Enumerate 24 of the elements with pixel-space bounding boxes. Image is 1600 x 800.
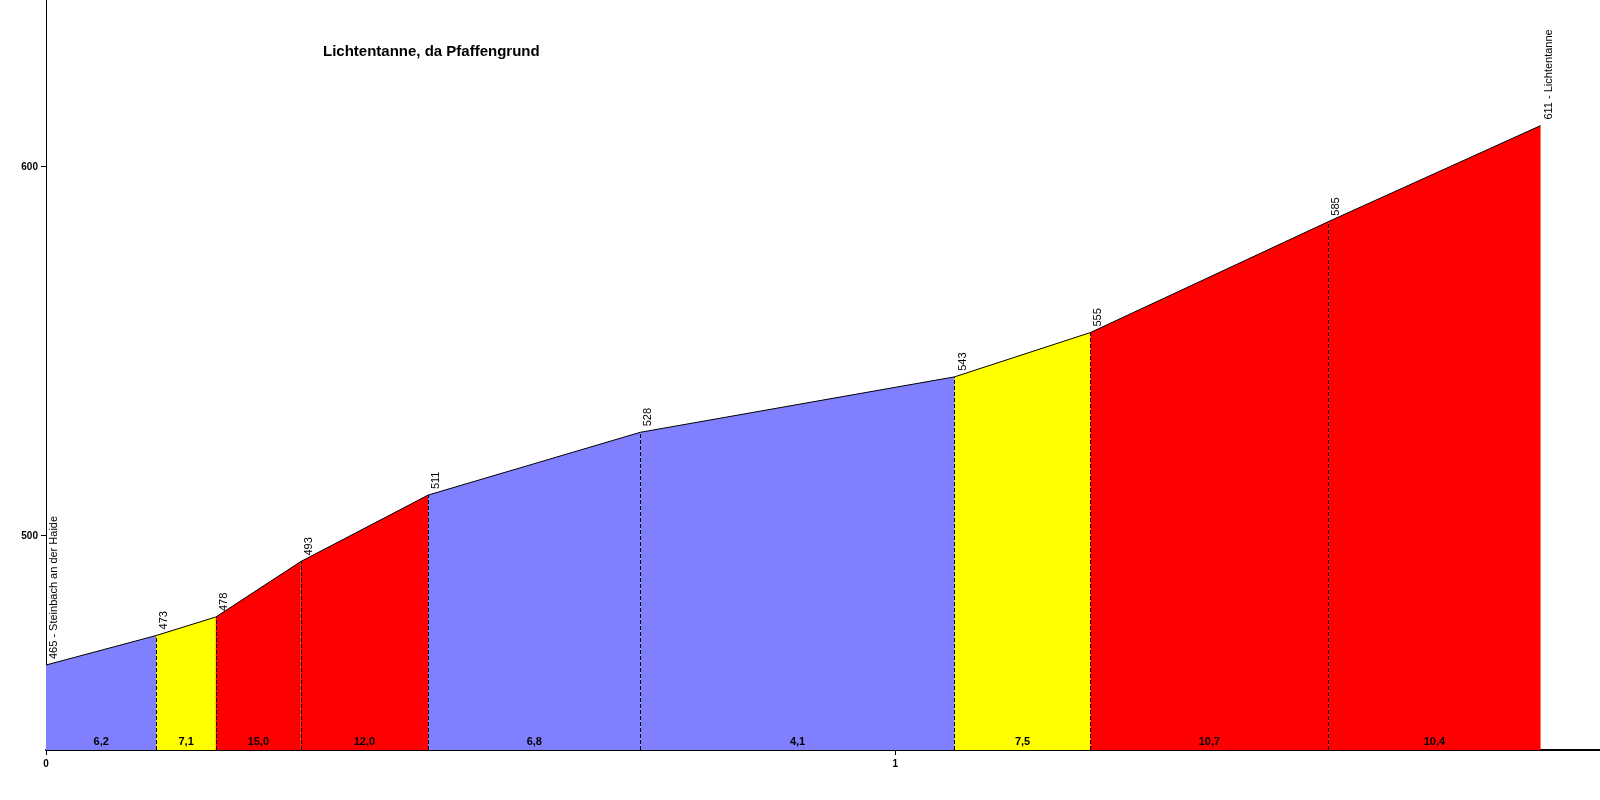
data-label: 555 bbox=[1091, 308, 1104, 327]
annotation: 7,5 bbox=[1014, 735, 1031, 747]
y-tick-label: 600 bbox=[21, 160, 39, 172]
annotation: 7,1 bbox=[178, 735, 194, 747]
annotation: 10,4 bbox=[1423, 735, 1446, 747]
text: Lichtentanne, da Pfaffengrund bbox=[323, 42, 540, 59]
data-label: 473 bbox=[157, 611, 170, 630]
data-label: 585 bbox=[1329, 197, 1342, 216]
annotation: 4,1 bbox=[789, 735, 806, 747]
x-tick-label: 0 bbox=[43, 757, 50, 769]
annotation: 10,7 bbox=[1198, 735, 1221, 747]
annotation: 15,0 bbox=[247, 735, 270, 747]
data-label: 478 bbox=[216, 592, 229, 611]
data-label: 543 bbox=[955, 352, 968, 371]
data-label: 465 - Steinbach an der Haide bbox=[47, 515, 59, 660]
data-label: 511 bbox=[429, 471, 442, 490]
annotation: 6,2 bbox=[93, 735, 109, 747]
data-label: 493 bbox=[301, 537, 314, 556]
annotation: 6,8 bbox=[526, 735, 542, 747]
x-tick-label: 1 bbox=[892, 757, 899, 769]
data-label: 611 - Lichtentanne bbox=[1541, 29, 1554, 120]
data-label: 528 bbox=[641, 407, 654, 427]
annotation: 12,0 bbox=[353, 735, 376, 747]
y-tick-label: 500 bbox=[21, 530, 39, 542]
